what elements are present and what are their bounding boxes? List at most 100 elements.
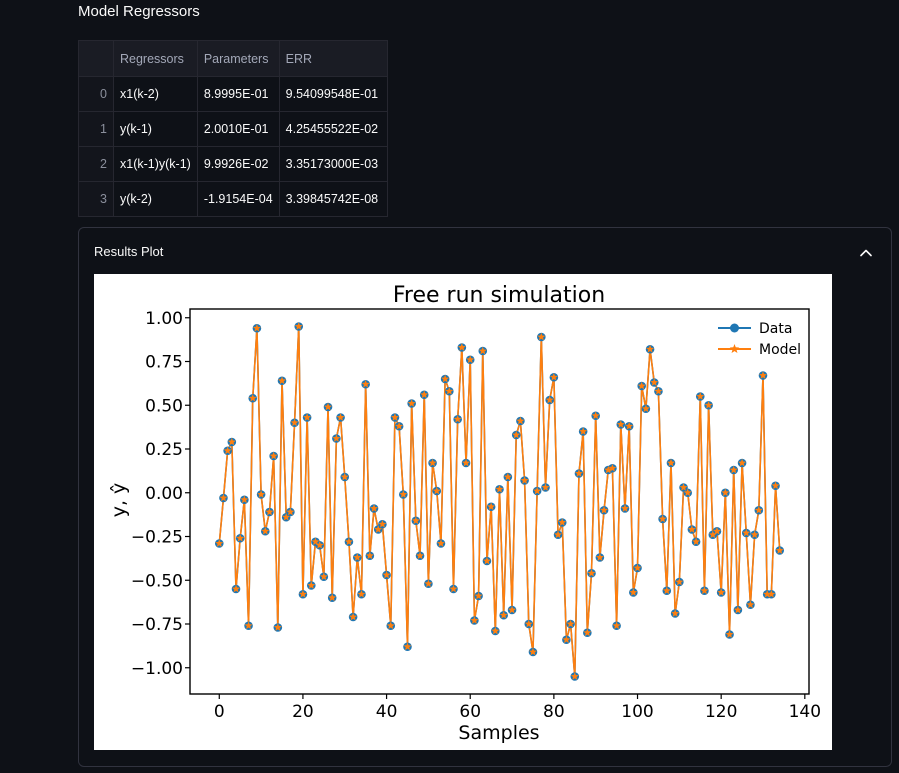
cell-parameter[interactable]: -1.9154E-04 [196,181,280,217]
model-point [754,506,763,514]
model-point [466,355,475,364]
model-point [319,572,328,581]
x-tick-label: 140 [789,702,821,722]
model-point [336,413,345,421]
model-point [683,488,692,497]
model-point [629,588,638,596]
model-point [290,418,299,427]
model-point [733,605,742,614]
model-point [771,481,780,490]
model-point [566,619,575,628]
row-index: 0 [78,76,114,112]
model-point [390,413,399,421]
model-point [524,619,533,628]
model-point [470,616,479,624]
cell-parameter[interactable]: 2.0010E-01 [196,111,280,147]
model-point [712,527,721,535]
cell-regressor[interactable]: x1(k-2) [113,76,198,112]
chart-legend: Data Model [718,321,801,358]
model-point [570,672,579,680]
model-point [528,647,537,656]
model-point [420,390,429,399]
x-axis-label: Samples [458,722,539,744]
column-header-regressors[interactable]: Regressors [113,40,198,77]
cell-err[interactable]: 3.39845742E-08 [278,181,388,217]
model-point [717,588,726,596]
model-point [654,387,663,395]
model-point [349,612,358,621]
model-point [700,586,709,595]
regressors-table[interactable]: Regressors Parameters ERR 0 x1(k-2) 8.99… [78,40,388,217]
y-axis-label: y, ŷ [108,483,130,518]
model-point [541,483,550,491]
model-point [666,458,675,467]
y-tick-label: −0.75 [131,615,183,635]
cell-err[interactable]: 9.54099548E-01 [278,76,388,112]
row-index: 1 [78,111,114,147]
model-point [416,551,425,560]
cell-regressor[interactable]: x1(k-1)y(k-1) [113,146,198,182]
model-point [679,483,688,491]
chevron-up-icon[interactable] [859,246,873,260]
cell-parameter[interactable]: 9.9926E-02 [196,146,280,182]
model-point [303,413,312,421]
model-point [692,537,701,546]
model-point [595,553,604,561]
model-point [244,621,253,630]
model-point [219,493,228,502]
model-point [495,485,504,493]
model-point [600,506,609,514]
cell-parameter[interactable]: 8.9995E-01 [196,76,280,112]
chart-title: Free run simulation [393,283,605,308]
model-point [637,381,646,390]
column-header-index[interactable] [78,40,114,77]
model-point [374,525,383,533]
legend-label-model: Model [759,342,801,358]
cell-err[interactable]: 4.25455522E-02 [278,111,388,147]
model-point [282,513,291,521]
model-point [675,577,684,586]
y-tick-label: −0.25 [131,528,183,548]
model-point [236,534,245,542]
model-point [324,402,333,411]
model-point [395,422,404,430]
results-plot-expander: Results Plot Free run simulation 0 20 40 60… [78,227,892,767]
x-tick-label: 20 [292,702,314,722]
model-point [252,324,261,332]
model-point [533,486,542,495]
cell-regressor[interactable]: y(k-2) [113,181,198,217]
model-point [370,504,379,512]
model-point [424,579,433,588]
model-point [269,451,278,460]
model-point [315,541,324,549]
model-point [574,469,583,477]
cell-err[interactable]: 3.35173000E-03 [278,146,388,182]
model-point [520,476,529,484]
model-point [704,401,713,409]
model-point [662,586,671,595]
column-header-err[interactable]: ERR [278,40,388,77]
model-point [503,472,512,481]
model-point [729,465,738,474]
model-point [482,556,491,565]
model-point [545,395,554,404]
cell-regressor[interactable]: y(k-1) [113,111,198,147]
y-tick-label: 1.00 [145,309,183,329]
model-point [620,504,629,512]
y-tick-label: 0.00 [145,484,183,504]
model-point [646,345,655,353]
expander-label[interactable]: Results Plot [94,244,164,259]
model-point [658,514,667,523]
model-point [215,539,224,547]
model-point [382,570,391,579]
y-tick-label: 0.75 [145,353,183,373]
model-point [386,621,395,630]
model-point [286,507,295,516]
model-point [516,416,525,425]
model-point [708,530,717,539]
legend-label-data: Data [759,321,792,337]
column-header-parameters[interactable]: Parameters [196,40,280,77]
x-tick-label: 100 [621,702,653,722]
model-point [453,415,462,423]
model-point [428,458,437,467]
